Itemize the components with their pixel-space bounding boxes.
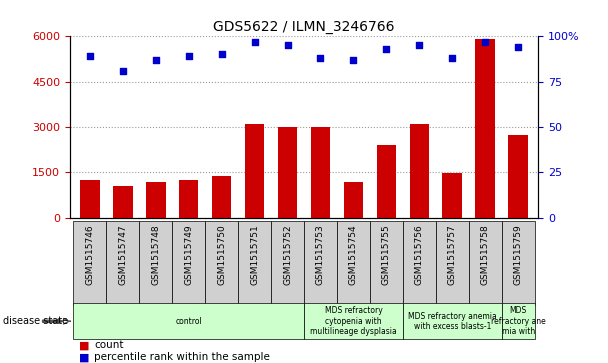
Bar — [508, 135, 528, 218]
Point — [480, 39, 490, 45]
Point — [316, 55, 325, 61]
Title: GDS5622 / ILMN_3246766: GDS5622 / ILMN_3246766 — [213, 20, 395, 34]
Bar — [370, 221, 403, 305]
Point — [85, 53, 95, 59]
Bar — [80, 180, 100, 218]
Bar — [304, 221, 337, 305]
Bar — [443, 173, 462, 218]
Text: GSM1515751: GSM1515751 — [250, 224, 259, 285]
Text: percentile rank within the sample: percentile rank within the sample — [94, 352, 270, 362]
Point — [513, 44, 523, 50]
Point — [250, 39, 260, 45]
Text: ■: ■ — [79, 352, 89, 362]
Bar — [112, 186, 133, 218]
Point — [415, 42, 424, 48]
Bar — [278, 127, 297, 218]
Text: count: count — [94, 340, 124, 350]
Text: GSM1515753: GSM1515753 — [316, 224, 325, 285]
Bar — [238, 221, 271, 305]
Bar — [172, 221, 205, 305]
Text: GSM1515754: GSM1515754 — [349, 224, 358, 285]
Bar — [469, 221, 502, 305]
Point — [283, 42, 292, 48]
Text: GSM1515746: GSM1515746 — [85, 224, 94, 285]
Point — [447, 55, 457, 61]
Bar — [344, 182, 364, 218]
Bar — [146, 182, 165, 218]
Bar — [139, 221, 172, 305]
Point — [348, 57, 358, 63]
Bar — [106, 221, 139, 305]
Bar — [271, 221, 304, 305]
Bar — [376, 145, 396, 218]
Text: MDS refractory
cytopenia with
multilineage dysplasia: MDS refractory cytopenia with multilinea… — [310, 306, 397, 336]
Bar — [403, 303, 502, 339]
Text: GSM1515759: GSM1515759 — [514, 224, 523, 285]
Bar — [205, 221, 238, 305]
Point — [184, 53, 193, 59]
Bar — [475, 39, 496, 218]
Text: ■: ■ — [79, 340, 89, 350]
Bar — [436, 221, 469, 305]
Text: GSM1515755: GSM1515755 — [382, 224, 391, 285]
Text: GSM1515757: GSM1515757 — [448, 224, 457, 285]
Point — [118, 68, 128, 74]
Point — [216, 52, 226, 57]
Text: GSM1515749: GSM1515749 — [184, 224, 193, 285]
Text: control: control — [175, 317, 202, 326]
Bar — [410, 124, 429, 218]
Text: GSM1515748: GSM1515748 — [151, 224, 160, 285]
Point — [382, 46, 392, 52]
Bar — [502, 303, 535, 339]
Text: GSM1515747: GSM1515747 — [118, 224, 127, 285]
Bar — [502, 221, 535, 305]
Text: GSM1515750: GSM1515750 — [217, 224, 226, 285]
Bar — [337, 221, 370, 305]
Bar — [73, 221, 106, 305]
Bar — [73, 303, 304, 339]
Bar — [304, 303, 403, 339]
Bar — [212, 176, 232, 218]
Text: GSM1515758: GSM1515758 — [481, 224, 490, 285]
Text: GSM1515756: GSM1515756 — [415, 224, 424, 285]
Bar — [311, 127, 330, 218]
Text: GSM1515752: GSM1515752 — [283, 224, 292, 285]
Bar — [244, 124, 264, 218]
Bar — [179, 180, 198, 218]
Text: MDS
refractory ane
mia with: MDS refractory ane mia with — [491, 306, 545, 336]
Text: disease state: disease state — [3, 316, 68, 326]
Point — [151, 57, 161, 63]
Text: MDS refractory anemia
with excess blasts-1: MDS refractory anemia with excess blasts… — [408, 311, 497, 331]
Bar — [403, 221, 436, 305]
